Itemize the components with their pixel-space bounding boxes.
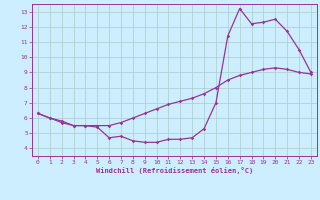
X-axis label: Windchill (Refroidissement éolien,°C): Windchill (Refroidissement éolien,°C) [96,167,253,174]
